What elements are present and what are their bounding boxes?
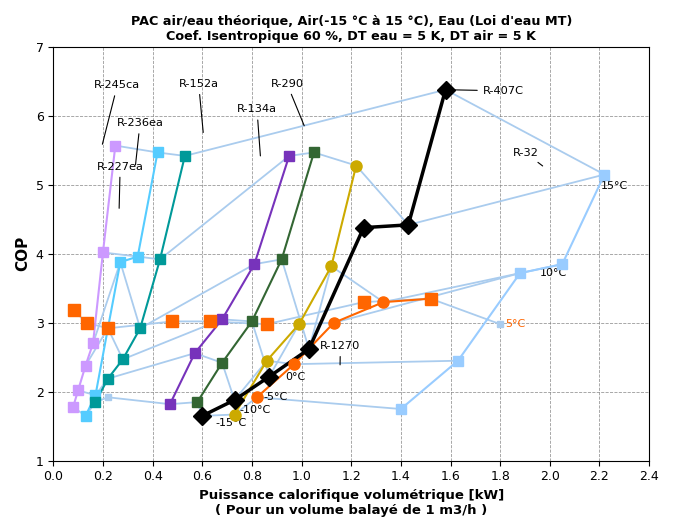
Text: R-245ca: R-245ca	[94, 80, 140, 144]
Text: R-152a: R-152a	[179, 79, 218, 132]
Text: R-1270: R-1270	[320, 341, 361, 365]
Title: PAC air/eau théorique, Air(-15 °C à 15 °C), Eau (Loi d'eau MT)
Coef. Isentropiqu: PAC air/eau théorique, Air(-15 °C à 15 °…	[131, 15, 572, 43]
Text: R-236ea: R-236ea	[117, 118, 164, 165]
Text: R-134a: R-134a	[237, 104, 277, 156]
Text: R-290: R-290	[270, 79, 304, 126]
X-axis label: Puissance calorifique volumétrique [kW]
( Pour un volume balayé de 1 m3/h ): Puissance calorifique volumétrique [kW] …	[199, 489, 504, 517]
Text: -5°C: -5°C	[263, 392, 287, 402]
Text: -10°C: -10°C	[239, 405, 271, 415]
Text: 15°C: 15°C	[601, 181, 628, 191]
Text: 10°C: 10°C	[540, 268, 567, 278]
Text: R-32: R-32	[512, 148, 543, 166]
Text: R-227ea: R-227ea	[97, 162, 144, 209]
Text: R-407C: R-407C	[448, 86, 524, 96]
Text: -15°C: -15°C	[216, 418, 247, 428]
Text: 5°C: 5°C	[505, 319, 525, 329]
Y-axis label: COP: COP	[15, 236, 30, 271]
Text: 0°C: 0°C	[285, 371, 306, 381]
